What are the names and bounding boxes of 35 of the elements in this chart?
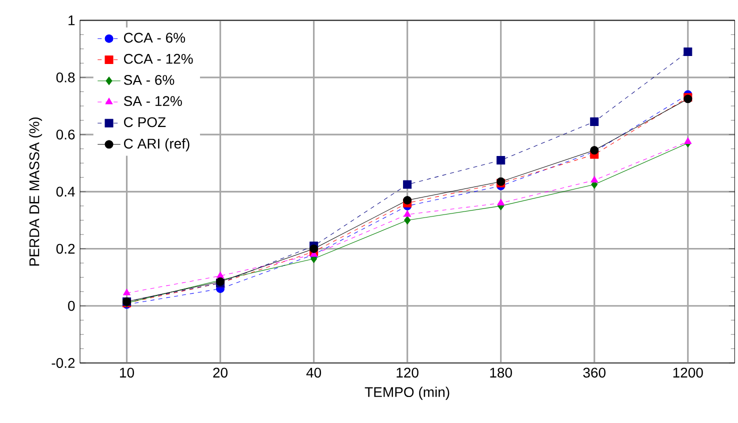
point: [404, 210, 412, 217]
x-tick-label: 120: [396, 368, 418, 378]
y-tick-label: 0.4: [56, 186, 75, 197]
legend-label: SA - 12%: [124, 96, 182, 106]
point: [216, 272, 224, 278]
x-tick-label: 40: [306, 368, 322, 378]
x-tick-label: 10: [120, 368, 134, 378]
legend-label: C POZ: [124, 117, 166, 128]
x-tick-label: 180: [490, 368, 512, 378]
point: [590, 117, 599, 126]
point: [310, 244, 318, 254]
point: [403, 180, 412, 189]
point: [590, 176, 598, 182]
legend-label: CCA - 6%: [124, 32, 186, 43]
y-tick-label: 1: [68, 16, 75, 26]
point: [404, 216, 411, 224]
y-tick-label: 0.2: [56, 244, 75, 254]
point: [497, 198, 505, 206]
point: [403, 196, 412, 204]
y-axis-title: PERDA DE MASSA (%): [28, 117, 42, 266]
point: [684, 47, 692, 56]
point: [123, 288, 131, 296]
y-tick-label: 0.6: [56, 130, 75, 140]
point: [496, 156, 506, 165]
x-tick-label: 360: [583, 368, 606, 378]
y-tick-label: 0: [68, 300, 75, 311]
x-axis-title: TEMPO (min): [364, 386, 450, 400]
legend-label: C ARI (ref): [124, 138, 190, 152]
x-tick-label: 20: [213, 368, 228, 378]
legend-label: SA - 6%: [124, 75, 174, 85]
legend-label: CCA - 12%: [124, 54, 193, 64]
y-tick-label: -0.2: [52, 358, 75, 368]
x-tick-label: 1200: [673, 368, 703, 378]
point: [684, 137, 692, 144]
y-tick-label: 0.8: [56, 72, 75, 82]
